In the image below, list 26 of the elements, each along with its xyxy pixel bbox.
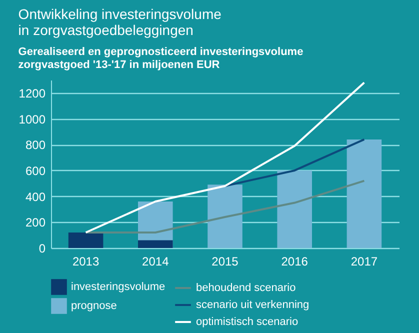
x-tick-label: 2016	[281, 254, 308, 268]
bar	[346, 139, 382, 248]
y-tick-label: 400	[25, 190, 46, 204]
x-tick-label: 2014	[142, 254, 170, 268]
y-tick-label: 600	[25, 164, 46, 178]
bar	[68, 232, 104, 248]
x-tick-label: 2015	[212, 254, 239, 268]
bar	[138, 240, 173, 248]
x-tick-label: 2013	[72, 254, 100, 268]
legend-label: optimistisch scenario	[196, 316, 298, 328]
legend-label: investeringsvolume	[71, 281, 166, 293]
y-tick-label: 200	[25, 216, 46, 230]
bar	[208, 184, 242, 248]
line-series	[84, 180, 366, 234]
chart-title: Ontwikkeling investeringsvolume in zorgvastgoedbeleggingen	[18, 6, 222, 38]
legend-label: prognose	[71, 300, 117, 312]
line-series	[84, 82, 366, 234]
y-tick-label: 1000	[18, 112, 46, 126]
x-tick-label: 2017	[350, 254, 378, 268]
legend-label: behoudend scenario	[196, 282, 296, 294]
legend-label: scenario uit verkenning	[196, 299, 310, 311]
y-tick-label: 0	[38, 242, 46, 256]
y-tick-label: 800	[25, 138, 46, 152]
chart-subtitle: Gerealiseerd en geprognosticeerd investeringsvolume zorgvastgoed '13-'17 in miljoenen EUR	[18, 46, 304, 71]
y-tick-label: 1200	[18, 86, 46, 100]
bar	[277, 170, 312, 248]
